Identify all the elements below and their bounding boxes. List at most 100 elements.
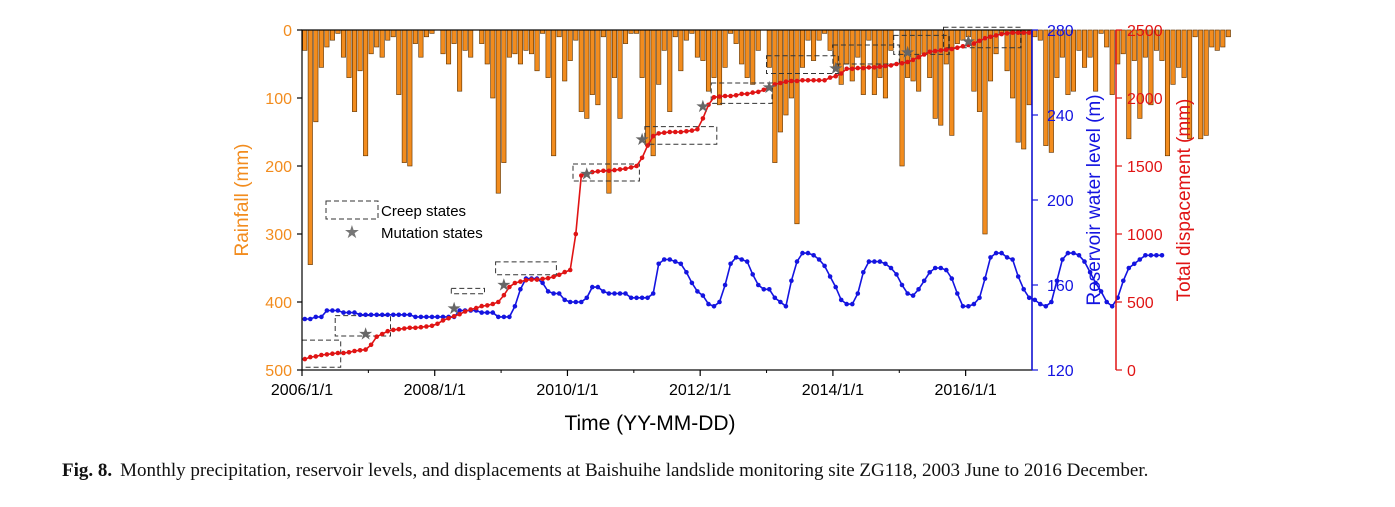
reservoir-point xyxy=(955,291,960,296)
rainfall-bar xyxy=(446,29,452,65)
reservoir-point xyxy=(579,299,584,305)
displacement-point xyxy=(778,80,783,86)
rainfall-bar xyxy=(788,29,794,99)
rainfall-bar xyxy=(1093,29,1099,92)
legend-creep-box-marker xyxy=(325,200,379,220)
rainfall-bar xyxy=(1065,29,1071,95)
mutation-star: ★ xyxy=(634,130,649,149)
rainfall-bar xyxy=(462,29,468,51)
displacement-point xyxy=(833,73,838,79)
reservoir-point xyxy=(540,280,545,286)
rainfall-bar xyxy=(1032,29,1038,38)
reservoir-point xyxy=(573,299,579,305)
reservoir-point xyxy=(733,255,739,260)
rainfall-bar xyxy=(396,29,402,95)
rainfall-bar xyxy=(1214,29,1220,51)
rainfall-bar xyxy=(921,29,927,55)
rainfall-bar xyxy=(1004,29,1010,72)
rainfall-bar xyxy=(678,29,684,72)
rainfall-bar xyxy=(501,29,507,163)
reservoir-point xyxy=(921,278,927,284)
reservoir-point xyxy=(352,310,357,315)
rainfall-bar xyxy=(1015,29,1021,143)
legend-mutation-label: Mutation states xyxy=(381,225,483,242)
reservoir-point xyxy=(335,308,341,313)
rainfall-bar xyxy=(1225,29,1231,38)
reservoir-point xyxy=(424,314,429,320)
reservoir-tick-label: 280 xyxy=(1047,23,1074,40)
rainfall-tick-label: 0 xyxy=(283,23,292,40)
reservoir-point xyxy=(363,312,368,318)
reservoir-point xyxy=(324,308,330,313)
reservoir-point xyxy=(932,265,938,271)
reservoir-point xyxy=(1093,280,1098,286)
rainfall-bar xyxy=(595,29,601,106)
reservoir-point xyxy=(949,276,955,281)
rainfall-bar xyxy=(517,29,523,65)
displacement-point xyxy=(949,46,955,52)
reservoir-point xyxy=(429,314,435,320)
reservoir-point xyxy=(661,257,667,262)
reservoir-point xyxy=(966,304,971,309)
displacement-point xyxy=(584,171,590,176)
reservoir-path xyxy=(304,252,1162,320)
reservoir-point xyxy=(927,270,932,275)
rainfall-bar xyxy=(982,29,988,235)
displacement-point xyxy=(391,327,396,333)
rainfall-bar xyxy=(717,29,723,106)
reservoir-point xyxy=(717,299,722,305)
rainfall-bar xyxy=(600,29,606,38)
reservoir-point xyxy=(850,301,855,307)
displacement-tick-label: 1000 xyxy=(1127,227,1163,244)
reservoir-point xyxy=(1087,270,1093,275)
reservoir-point xyxy=(1143,253,1148,258)
reservoir-point xyxy=(899,282,905,288)
displacement-point xyxy=(357,348,363,353)
displacement-point xyxy=(894,61,899,67)
reservoir-point xyxy=(413,314,418,320)
reservoir-point xyxy=(905,291,910,296)
displacement-point xyxy=(639,155,645,161)
reservoir-point xyxy=(1021,287,1026,292)
mutation-state-stars: ★ ★ ★ ★ ★ ★ ★ ★ ★ ★ xyxy=(358,32,976,343)
displacement-axis-label: Total dispacement (mm) xyxy=(1174,99,1195,302)
rainfall-bar xyxy=(1176,29,1182,68)
displacement-point xyxy=(573,231,579,237)
reservoir-point xyxy=(673,259,678,264)
displacement-point xyxy=(556,272,562,278)
reservoir-point xyxy=(407,312,413,318)
rainfall-bar xyxy=(672,29,678,38)
rainfall-tick-label: 300 xyxy=(265,227,292,244)
displacement-point xyxy=(700,116,706,121)
displacement-point xyxy=(695,127,700,132)
displacement-point xyxy=(579,173,584,178)
displacement-point xyxy=(551,274,556,280)
reservoir-point xyxy=(767,287,772,292)
reservoir-point xyxy=(330,308,335,313)
reservoir-tick-label: 120 xyxy=(1047,363,1074,380)
displacement-point xyxy=(927,49,932,55)
reservoir-point xyxy=(944,267,949,273)
displacement-point xyxy=(800,78,805,83)
displacement-point xyxy=(783,79,789,84)
rainfall-tick-label: 200 xyxy=(265,159,292,176)
displacement-point xyxy=(617,167,623,172)
mutation-star: ★ xyxy=(695,97,710,116)
displacement-point xyxy=(628,165,634,170)
displacement-point xyxy=(496,299,501,305)
reservoir-point xyxy=(1049,299,1054,305)
reservoir-point xyxy=(960,304,966,309)
reservoir-point xyxy=(794,259,800,264)
reservoir-point xyxy=(1032,297,1038,303)
displacement-point xyxy=(335,350,341,356)
reservoir-point xyxy=(827,274,833,279)
rainfall-bar xyxy=(407,29,413,167)
displacement-point xyxy=(1015,30,1021,35)
rainfall-bar xyxy=(1131,29,1137,61)
rainfall-bar xyxy=(739,29,745,65)
displacement-point xyxy=(971,41,977,46)
rainfall-bar xyxy=(484,29,490,65)
reservoir-point xyxy=(938,265,944,271)
reservoir-point xyxy=(374,312,380,318)
reservoir-point xyxy=(612,291,617,296)
